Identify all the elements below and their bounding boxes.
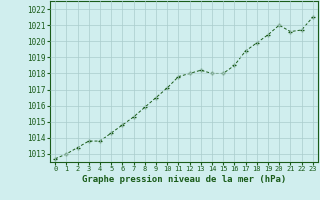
X-axis label: Graphe pression niveau de la mer (hPa): Graphe pression niveau de la mer (hPa) [82, 175, 286, 184]
